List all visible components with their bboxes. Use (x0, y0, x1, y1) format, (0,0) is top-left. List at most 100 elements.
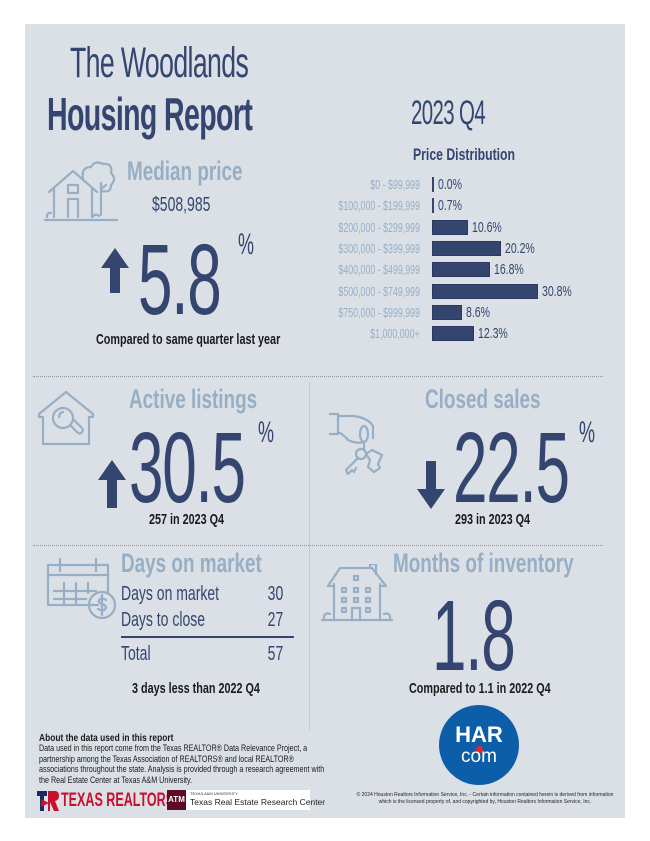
chart-title-text: Price Distribution (413, 145, 516, 164)
hand-keys-icon (328, 412, 384, 476)
price-distribution-value-label: 12.3% (478, 325, 509, 343)
price-distribution-value-label: 16.8% (493, 261, 524, 279)
report-title-line1: The Woodlands (70, 39, 357, 88)
about-heading-text: About the data used in this report (39, 732, 174, 744)
dom-row-days-to-close: Days to close 27 (121, 609, 291, 632)
price-distribution-bar (432, 262, 490, 278)
active-listings-change: 30.5 (129, 418, 316, 518)
price-range-label: $200,000 - $299,999 (338, 219, 420, 235)
dom-total-label: Total (121, 643, 151, 665)
price-distribution-bar (432, 177, 434, 192)
median-change-value: 5.8 (138, 224, 222, 336)
price-distribution-bar (432, 240, 502, 256)
tamu-research-center-logo: ATM TEXAS A&M UNIVERSITY Texas Real Esta… (167, 790, 325, 810)
section-divider-2 (33, 545, 603, 546)
about-heading: About the data used in this report (39, 732, 207, 744)
price-distribution-bar (432, 198, 435, 214)
closed-sales-title: Closed sales (425, 384, 590, 415)
active-caption-text: 257 in 2023 Q4 (149, 511, 225, 528)
price-range-label: $1,000,000+ (370, 326, 420, 342)
days-on-market-title: Days on market (121, 548, 322, 579)
price-distribution-value-label: 30.8% (541, 282, 572, 300)
arrow-down-icon (417, 461, 445, 509)
report-panel: The Woodlands Housing Report 2023 Q4 Med… (25, 24, 625, 818)
moi-value-text: 1.8 (432, 580, 516, 692)
title-line2-text: Housing Report (47, 88, 253, 140)
median-price-change: 5.8 (138, 230, 271, 330)
price-distribution-bar (432, 219, 469, 235)
price-distribution-row: $200,000 - $299,999 10.6% (285, 219, 625, 237)
about-body: Data used in this report come from the T… (39, 743, 329, 785)
price-range-label: $500,000 - $749,999 (338, 283, 420, 299)
har-bottom-text: com (461, 746, 497, 767)
har-top-text: HAR (455, 722, 503, 747)
title-line1-text: The Woodlands (70, 39, 249, 87)
price-distribution-row: $1,000,000+ 12.3% (285, 325, 625, 343)
dom-total-value: 57 (267, 643, 283, 665)
median-caption-text: Compared to same quarter last year (96, 331, 281, 348)
moi-caption-text: Compared to 1.1 in 2022 Q4 (409, 680, 551, 697)
tamu-big-text: Texas Real Estate Research Center (190, 797, 326, 807)
price-distribution-row: $400,000 - $499,999 16.8% (285, 261, 625, 279)
tamu-mark-text: ATM (168, 795, 185, 804)
arrow-up-icon (98, 460, 126, 508)
months-of-inventory-caption: Compared to 1.1 in 2022 Q4 (409, 680, 606, 697)
median-price-caption: Compared to same quarter last year (96, 331, 316, 348)
section-divider-1 (33, 376, 603, 377)
about-body-text: Data used in this report come from the T… (39, 743, 325, 785)
price-distribution-bar (432, 326, 475, 342)
price-distribution-bar (432, 304, 462, 320)
apartment-building-icon (320, 564, 394, 622)
house-search-icon (37, 390, 95, 446)
dom-row-days-on-market: Days on market 30 (121, 583, 291, 606)
price-distribution-row: $100,000 - $199,999 0.7% (285, 197, 625, 215)
price-range-label: $0 - $99,999 (370, 177, 420, 192)
price-distribution-value-label: 0.0% (438, 176, 462, 193)
dom-row-value: 30 (267, 583, 283, 605)
copyright-notice: © 2024 Houston Realtors Information Serv… (355, 792, 615, 806)
price-distribution-value-label: 20.2% (505, 239, 536, 257)
texas-realtors-mark-icon (37, 791, 59, 811)
vertical-divider (309, 382, 310, 730)
closed-sales-title-text: Closed sales (425, 384, 541, 414)
moi-title-text: Months of inventory (393, 548, 574, 578)
price-range-label: $400,000 - $499,999 (338, 262, 420, 278)
dom-total-rule (121, 636, 294, 638)
report-quarter: 2023 Q4 (411, 94, 534, 133)
dom-row-total: Total 57 (121, 643, 291, 666)
active-listings-title-text: Active listings (129, 384, 258, 414)
median-price-title-text: Median price (127, 156, 243, 186)
house-with-tree-icon (43, 161, 119, 222)
months-of-inventory-title: Months of inventory (393, 548, 650, 579)
dom-row-value: 27 (267, 609, 283, 631)
dom-row-label: Days to close (121, 609, 206, 631)
price-distribution-value-label: 10.6% (472, 218, 503, 236)
tamu-small-text: TEXAS A&M UNIVERSITY (190, 791, 238, 796)
days-on-market-caption: 3 days less than 2022 Q4 (132, 680, 310, 697)
months-of-inventory-value: 1.8 (432, 586, 565, 686)
price-distribution-row: $750,000 - $999,999 8.6% (285, 304, 625, 322)
price-distribution-row: $300,000 - $399,999 20.2% (285, 240, 625, 258)
active-change-value: 30.5 (129, 412, 246, 524)
closed-change-value: 22.5 (453, 412, 570, 524)
active-pct-text: % (258, 416, 275, 449)
median-price-value: $508,985 (152, 194, 235, 217)
price-distribution-title: Price Distribution (413, 145, 555, 165)
closed-pct-text: % (579, 416, 596, 449)
dom-row-label: Days on market (121, 583, 220, 605)
closed-sales-caption: 293 in 2023 Q4 (455, 511, 559, 528)
price-distribution-value-label: 0.7% (438, 197, 463, 215)
har-red-dot (476, 746, 483, 753)
active-listings-caption: 257 in 2023 Q4 (149, 511, 253, 528)
median-price-text: $508,985 (152, 194, 211, 216)
price-distribution-row: $500,000 - $749,999 30.8% (285, 283, 625, 301)
arrow-up-icon (101, 248, 129, 293)
median-price-percent-sign: % (238, 228, 265, 262)
price-range-label: $100,000 - $199,999 (338, 198, 420, 214)
price-distribution-value-label: 8.6% (465, 303, 490, 321)
texas-realtors-text: TEXAS REALTORS (61, 790, 175, 811)
price-distribution-row: $0 - $99,999 0.0% (285, 176, 625, 194)
median-pct-text: % (238, 228, 255, 261)
price-distribution-bar (432, 283, 538, 299)
closed-sales-change: 22.5 (453, 418, 640, 518)
